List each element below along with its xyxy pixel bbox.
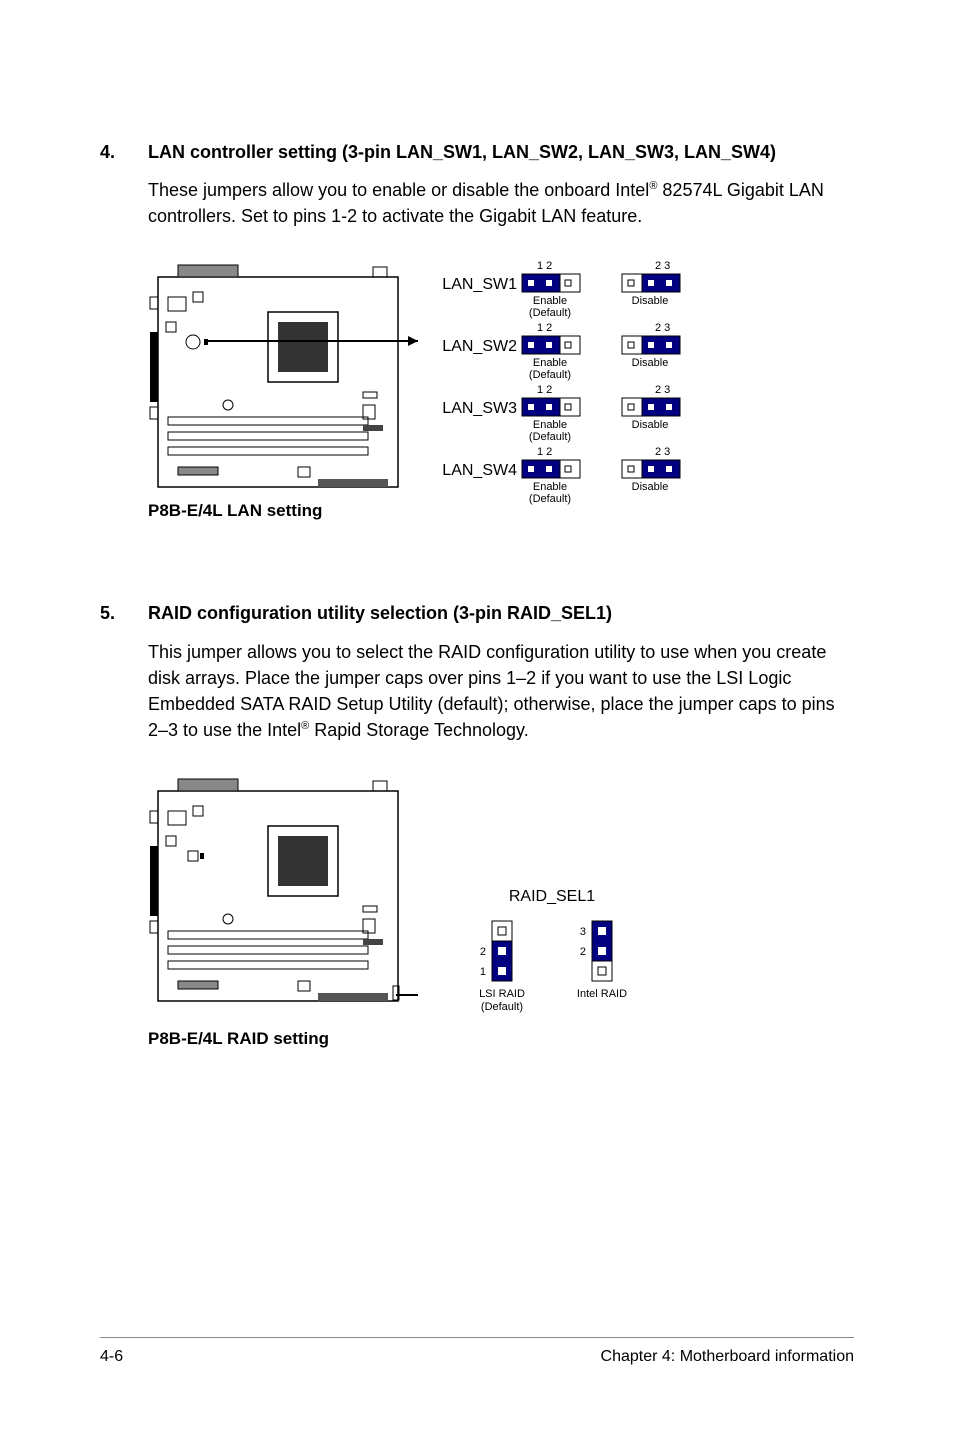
svg-text:LAN_SW2: LAN_SW2	[443, 338, 518, 355]
svg-text:Enable: Enable	[533, 295, 567, 307]
svg-text:1: 1	[480, 966, 486, 978]
section-number: 5.	[100, 601, 148, 626]
svg-text:(Default): (Default)	[529, 307, 571, 319]
svg-text:2 3: 2 3	[655, 260, 670, 272]
chapter-label: Chapter 4: Motherboard information	[601, 1348, 854, 1366]
svg-text:1 2: 1 2	[537, 446, 552, 458]
svg-text:Enable: Enable	[533, 357, 567, 369]
body-text: Rapid Storage Technology.	[309, 720, 528, 740]
svg-text:Disable: Disable	[632, 481, 669, 493]
svg-text:Disable: Disable	[632, 419, 669, 431]
section-title: RAID configuration utility selection (3-…	[148, 601, 854, 626]
svg-text:Enable: Enable	[533, 419, 567, 431]
lan-diagram-caption: P8B-E/4L LAN setting	[148, 501, 854, 521]
svg-text:(Default): (Default)	[529, 369, 571, 381]
svg-text:2 3: 2 3	[655, 446, 670, 458]
raid-header-text: RAID_SEL1	[509, 888, 595, 905]
svg-text:Intel RAID: Intel RAID	[577, 988, 627, 1000]
svg-text:1 2: 1 2	[537, 260, 552, 272]
svg-text:1 2: 1 2	[537, 322, 552, 334]
svg-text:1 2: 1 2	[537, 384, 552, 396]
svg-text:3: 3	[580, 926, 586, 938]
svg-text:2: 2	[580, 946, 586, 958]
lan-diagram: LAN_SW11 2Enable(Default)2 3DisableLAN_S…	[148, 257, 854, 541]
page-footer: 4-6 Chapter 4: Motherboard information	[100, 1337, 854, 1366]
svg-text:LAN_SW4: LAN_SW4	[443, 462, 518, 479]
motherboard-icon	[148, 771, 418, 1041]
body-text: These jumpers allow you to enable or dis…	[148, 180, 649, 200]
svg-text:(Default): (Default)	[481, 1001, 523, 1013]
svg-text:Enable: Enable	[533, 481, 567, 493]
raid-diagram-caption: P8B-E/4L RAID setting	[148, 1029, 854, 1049]
section-number: 4.	[100, 140, 148, 165]
svg-text:LSI RAID: LSI RAID	[480, 988, 526, 1000]
section-body: These jumpers allow you to enable or dis…	[148, 177, 854, 229]
svg-text:(Default): (Default)	[529, 431, 571, 443]
section-heading: 4. LAN controller setting (3-pin LAN_SW1…	[100, 140, 854, 165]
svg-text:Disable: Disable	[632, 357, 669, 369]
section-body: This jumper allows you to select the RAI…	[148, 639, 854, 743]
svg-text:LAN_SW3: LAN_SW3	[443, 400, 518, 417]
section-title: LAN controller setting (3-pin LAN_SW1, L…	[148, 140, 854, 165]
svg-text:2 3: 2 3	[655, 384, 670, 396]
svg-text:2: 2	[480, 946, 486, 958]
section-raid-config: 5. RAID configuration utility selection …	[100, 601, 854, 1065]
svg-text:LAN_SW1: LAN_SW1	[443, 276, 518, 293]
svg-text:Disable: Disable	[632, 295, 669, 307]
section-lan-controller: 4. LAN controller setting (3-pin LAN_SW1…	[100, 140, 854, 541]
motherboard-icon	[148, 257, 418, 517]
section-heading: 5. RAID configuration utility selection …	[100, 601, 854, 626]
raid-jumpers-icon: RAID_SEL1 2 1 LSI RAID(Default) 3 2 Intel RAI…	[422, 771, 742, 1041]
svg-text:2 3: 2 3	[655, 322, 670, 334]
page-number: 4-6	[100, 1348, 123, 1366]
lan-jumpers-icon: LAN_SW11 2Enable(Default)2 3DisableLAN_S…	[422, 257, 822, 517]
raid-diagram: RAID_SEL1 2 1 LSI RAID(Default) 3 2 Intel RAI…	[148, 771, 854, 1065]
